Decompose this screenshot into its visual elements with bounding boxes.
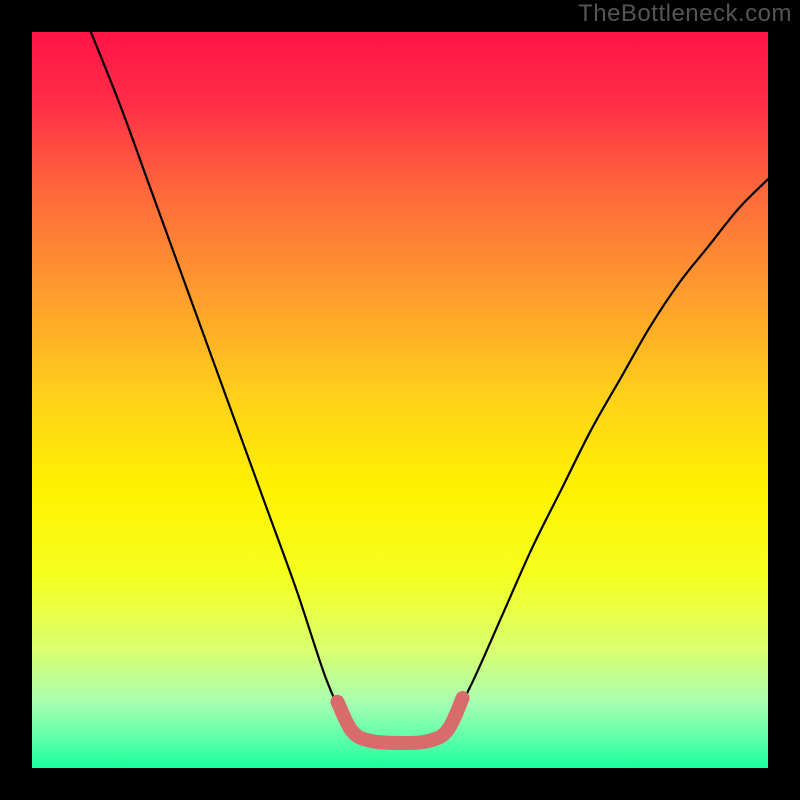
plot-area	[32, 32, 768, 768]
watermark-text: TheBottleneck.com	[578, 0, 792, 28]
curve-layer	[32, 32, 768, 768]
optimal-range-highlight	[337, 698, 462, 743]
bottleneck-curve	[91, 32, 768, 744]
bottleneck-chart: TheBottleneck.com	[0, 0, 800, 800]
